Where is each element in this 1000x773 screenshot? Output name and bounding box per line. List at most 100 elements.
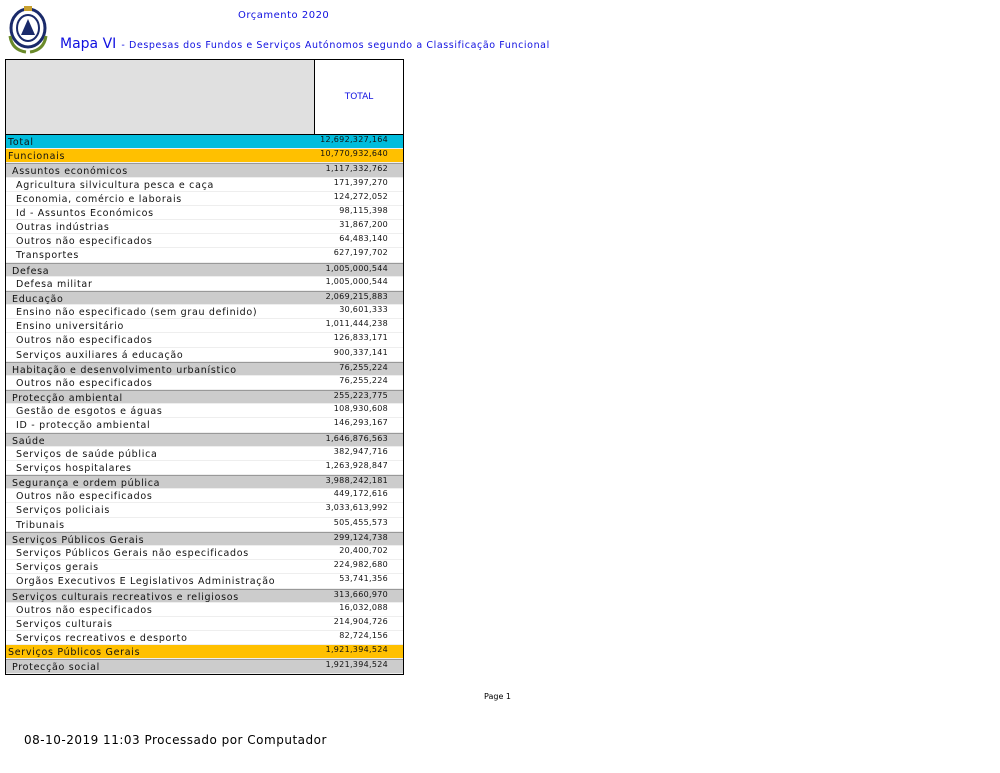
table-row: Serviços culturais 214,904,726	[6, 616, 403, 632]
expenditure-table: TOTAL Total 12,692,327,164 Funcionais 10,77…	[5, 59, 404, 675]
row-value: 1,117,332,762	[325, 164, 388, 174]
row-value: 64,483,140	[339, 234, 388, 244]
table-row: Economia, comércio e laborais 124,272,052	[6, 192, 403, 206]
row-label: Outros não especificados	[16, 377, 153, 389]
table-row: Serviços hospitalares 1,263,928,847	[6, 460, 403, 476]
table-row: Serviços Públicos Gerais 299,124,738	[6, 531, 403, 546]
row-label: Funcionais	[8, 151, 66, 163]
row-label: Assuntos económicos	[12, 166, 128, 178]
row-label: Outros não especificados	[16, 236, 153, 248]
row-label: Educação	[12, 293, 64, 305]
table-header: TOTAL	[6, 60, 403, 135]
row-value: 3,988,242,181	[325, 476, 388, 486]
row-value: 30,601,333	[339, 305, 388, 315]
row-value: 171,397,270	[333, 177, 388, 187]
row-label: Defesa militar	[16, 278, 93, 290]
table-row: Educação 2,069,215,883	[6, 290, 403, 306]
map-label: Mapa VI	[60, 36, 117, 52]
table-row: Transportes 627,197,702	[6, 248, 403, 263]
table-row: Habitação e desenvolvimento urbanístico 7…	[6, 361, 403, 376]
table-row: Orgãos Executivos E Legislativos Adminis…	[6, 574, 403, 589]
header-blank-cell	[6, 60, 315, 134]
table-row: Protecção ambiental 255,223,775	[6, 390, 403, 405]
row-value: 627,197,702	[333, 248, 388, 258]
row-label: Gestão de esgotos e águas	[16, 406, 163, 418]
row-value: 20,400,702	[339, 545, 388, 555]
map-subtitle: - Despesas dos Fundos e Serviços Autónom…	[121, 40, 550, 51]
row-label: Protecção social	[12, 662, 101, 674]
row-value: 3,033,613,992	[325, 503, 388, 513]
footer-processed: 08-10-2019 11:03 Processado por Computad…	[24, 733, 327, 747]
table-row: Tribunais 505,455,573	[6, 518, 403, 532]
table-row: Serviços culturais recreativos e religio…	[6, 588, 403, 603]
row-value: 124,272,052	[333, 191, 388, 201]
row-value: 255,223,775	[333, 391, 388, 401]
table-row: Id - Assuntos Económicos 98,115,398	[6, 205, 403, 221]
row-value: 1,263,928,847	[325, 460, 388, 470]
row-label: Defesa	[12, 265, 50, 277]
table-row: Ensino universitário 1,011,444,238	[6, 319, 403, 334]
row-value: 108,930,608	[333, 404, 388, 414]
table-row: Serviços Públicos Gerais não especificad…	[6, 545, 403, 561]
row-value: 10,770,932,640	[320, 149, 388, 159]
row-label: Transportes	[16, 250, 80, 262]
row-label: Outros não especificados	[16, 604, 153, 616]
table-row: Funcionais 10,770,932,640	[6, 149, 403, 164]
row-value: 76,255,224	[339, 362, 388, 372]
row-value: 98,115,398	[339, 205, 388, 215]
table-row: Saúde 1,646,876,563	[6, 432, 403, 447]
table-row: Serviços Públicos Gerais 1,921,394,524	[6, 645, 403, 660]
row-value: 505,455,573	[333, 517, 388, 527]
table-row: Serviços recreativos e desporto 82,724,15…	[6, 631, 403, 646]
table-row: Gestão de esgotos e águas 108,930,608	[6, 404, 403, 419]
row-label: Serviços hospitalares	[16, 462, 132, 474]
row-label: Serviços de saúde pública	[16, 448, 158, 460]
row-label: Habitação e desenvolvimento urbanístico	[12, 364, 237, 376]
table-row: Assuntos económicos 1,117,332,762	[6, 163, 403, 178]
row-label: Serviços recreativos e desporto	[16, 633, 188, 645]
row-value: 12,692,327,164	[320, 135, 388, 144]
row-label: Ensino universitário	[16, 321, 125, 333]
row-value: 1,005,000,544	[325, 263, 388, 273]
row-value: 1,011,444,238	[325, 319, 388, 329]
row-value: 1,921,394,524	[325, 645, 388, 655]
row-label: Ensino não especificado (sem grau defini…	[16, 307, 258, 319]
table-row: Serviços policiais 3,033,613,992	[6, 503, 403, 518]
row-label: Outras indústrias	[16, 222, 110, 234]
table-row: Serviços auxiliares á educação 900,337,14…	[6, 348, 403, 362]
row-label: Economia, comércio e laborais	[16, 193, 182, 205]
row-label: Serviços auxiliares á educação	[16, 349, 184, 361]
row-label: Orgãos Executivos E Legislativos Adminis…	[16, 576, 276, 588]
row-label: Serviços Públicos Gerais	[8, 647, 141, 659]
table-row: Outros não especificados 76,255,224	[6, 376, 403, 391]
table-row: Segurança e ordem pública 3,988,242,181	[6, 475, 403, 490]
row-label: Serviços policiais	[16, 505, 111, 517]
row-value: 449,172,616	[333, 489, 388, 499]
row-label: Protecção ambiental	[12, 393, 123, 405]
row-label: Saúde	[12, 435, 46, 447]
row-label: ID - protecção ambiental	[16, 420, 151, 432]
table-row: Outras indústrias 31,867,200	[6, 220, 403, 235]
table-row: Outros não especificados 64,483,140	[6, 234, 403, 249]
table-row: Ensino não especificado (sem grau defini…	[6, 305, 403, 320]
row-label: Serviços Públicos Gerais	[12, 534, 145, 546]
row-label: Serviços culturais	[16, 618, 113, 630]
table-row: Total 12,692,327,164	[6, 135, 403, 150]
table-row: Defesa militar 1,005,000,544	[6, 277, 403, 291]
row-value: 1,005,000,544	[325, 276, 388, 286]
row-label: Outros não especificados	[16, 335, 153, 347]
table-row: ID - protecção ambiental 146,293,167	[6, 418, 403, 433]
table-row: Outros não especificados 126,833,171	[6, 333, 403, 348]
table-row: Outros não especificados 449,172,616	[6, 489, 403, 504]
row-label: Tribunais	[16, 519, 65, 531]
row-value: 16,032,088	[339, 602, 388, 612]
row-label: Serviços gerais	[16, 562, 99, 574]
row-value: 1,921,394,524	[325, 660, 388, 670]
row-value: 214,904,726	[333, 616, 388, 626]
table-row: Defesa 1,005,000,544	[6, 262, 403, 277]
column-header-total: TOTAL	[344, 92, 374, 102]
row-value: 313,660,970	[333, 589, 388, 599]
page-number: Page 1	[484, 692, 511, 701]
row-value: 224,982,680	[333, 560, 388, 570]
table-body: Total 12,692,327,164 Funcionais 10,770,932,…	[6, 135, 403, 674]
